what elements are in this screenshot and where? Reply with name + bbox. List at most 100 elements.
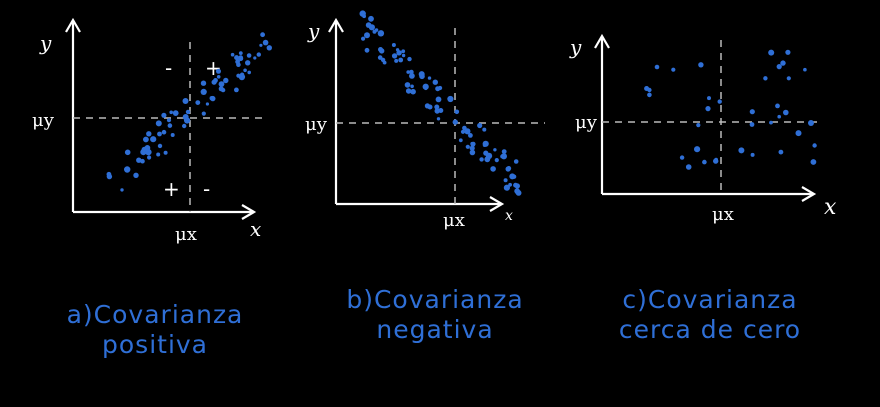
scatter-point	[247, 70, 251, 75]
scatter-point	[769, 120, 773, 125]
scatter-point	[432, 79, 438, 85]
scatter-point	[260, 32, 265, 38]
scatter-point	[407, 56, 412, 62]
scatter-point	[405, 88, 412, 94]
y-axis-label: y	[307, 19, 320, 43]
mu-y-label: μy	[575, 112, 598, 133]
scatter-point	[505, 166, 511, 172]
panel-b: y x μy μx	[305, 10, 545, 231]
scatter-point	[435, 86, 441, 92]
scatter-point	[161, 112, 167, 118]
scatter-point	[435, 96, 442, 103]
scatter-point	[391, 43, 396, 47]
scatter-point	[262, 39, 269, 46]
y-axis-label: y	[39, 31, 52, 55]
scatter-point	[511, 174, 517, 179]
scatter-point	[503, 178, 508, 183]
scatter-point	[410, 88, 416, 95]
scatter-point	[671, 67, 676, 72]
scatter-point	[259, 43, 263, 47]
scatter-point	[717, 99, 722, 104]
scatter-point	[382, 60, 387, 65]
scatter-point	[500, 153, 507, 160]
caption-b-line1: b)Covarianza	[346, 285, 524, 314]
scatter-point	[776, 64, 782, 70]
scatter-point	[501, 149, 507, 155]
scatter-point	[120, 188, 124, 192]
scatter-point	[238, 51, 243, 55]
scatter-point	[447, 95, 454, 103]
scatter-point	[702, 159, 707, 165]
scatter-point	[513, 159, 519, 164]
scatter-point	[379, 48, 385, 54]
scatter-point	[644, 86, 650, 91]
scatter-point	[812, 143, 817, 148]
scatter-point	[465, 144, 470, 149]
scatter-point	[698, 62, 704, 68]
scatter-point	[763, 76, 768, 81]
panel-c: y x μy μx	[569, 33, 837, 225]
scatter-point	[780, 60, 786, 66]
scatter-point	[409, 73, 415, 79]
scatter-point	[156, 152, 161, 157]
caption-a-line2: positiva	[102, 330, 208, 359]
scatter-point	[147, 155, 152, 160]
scatter-point	[808, 120, 814, 126]
scatter-point	[205, 102, 209, 106]
scatter-point	[245, 60, 251, 66]
y-axis-label: y	[569, 35, 582, 59]
scatter-point	[394, 58, 399, 63]
caption-c-line2: cerca de cero	[618, 315, 802, 344]
scatter-point	[163, 150, 168, 155]
scatter-point	[401, 49, 406, 54]
scatter-point	[155, 120, 162, 127]
scatter-point	[230, 52, 235, 57]
scatter-point	[182, 98, 189, 104]
scatter-points	[106, 32, 272, 192]
scatter-point	[749, 122, 755, 127]
scatter-point	[256, 52, 261, 57]
scatter-point	[434, 108, 440, 114]
scatter-point	[713, 158, 719, 164]
scatter-point	[235, 59, 241, 65]
scatter-point	[401, 53, 406, 58]
scatter-point	[427, 104, 433, 110]
scatter-point	[750, 152, 755, 157]
caption-a-line1: a)Covarianza	[66, 300, 244, 329]
scatter-point	[458, 138, 463, 143]
scatter-point	[167, 123, 173, 128]
scatter-point	[454, 109, 460, 115]
mu-y-label: μy	[305, 114, 328, 135]
scatter-point	[514, 183, 520, 189]
scatter-point	[707, 96, 711, 101]
caption-c: c)Covarianza cerca de cero	[590, 285, 830, 345]
scatter-point	[200, 88, 207, 95]
scatter-point	[223, 77, 229, 84]
scatter-point	[803, 67, 807, 72]
mu-x-label: μx	[712, 204, 734, 225]
scatter-point	[143, 136, 149, 143]
x-axis-label: x	[824, 195, 837, 220]
scatter-point	[696, 123, 701, 128]
scatter-point	[398, 57, 404, 63]
scatter-point	[374, 28, 379, 32]
scatter-point	[213, 78, 218, 83]
quadrant-sign-top-right: +	[205, 56, 222, 80]
scatter-point	[810, 159, 817, 165]
scatter-point	[140, 149, 147, 156]
scatter-point	[490, 166, 496, 172]
quadrant-sign-bottom-right: -	[203, 177, 210, 201]
y-axis-arrow	[594, 33, 610, 49]
scatter-point	[468, 133, 473, 138]
x-axis-label: x	[505, 208, 513, 224]
scatter-point	[218, 86, 224, 92]
scatter-point	[654, 64, 660, 70]
scatter-point	[253, 56, 257, 60]
scatter-point	[778, 149, 784, 155]
scatter-point	[434, 104, 440, 110]
scatter-point	[477, 122, 483, 129]
scatter-point	[424, 86, 428, 91]
scatter-point	[210, 95, 216, 102]
scatter-point	[368, 15, 374, 22]
